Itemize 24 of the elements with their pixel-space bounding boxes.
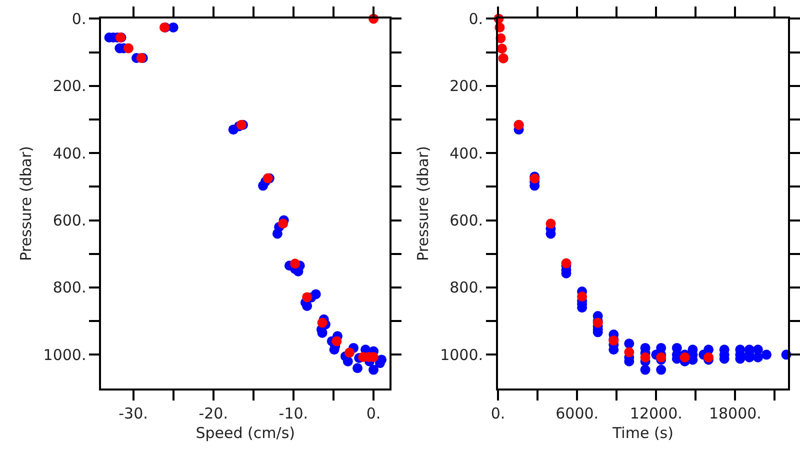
x-tick-label: 0.	[490, 404, 506, 422]
x-tick-label: 18000.	[708, 404, 762, 422]
x-axis-title: Time (s)	[611, 424, 674, 442]
x-axis-title: Speed (cm/s)	[196, 424, 296, 442]
y-tick-label: 200.	[450, 77, 484, 96]
y-axis-title: Pressure (dbar)	[414, 146, 432, 261]
y-tick-label: 800.	[52, 278, 86, 297]
y-tick-label: 1000.	[43, 346, 86, 364]
y-tick-label: 800.	[450, 278, 484, 297]
x-tick-label: -10.	[278, 404, 308, 422]
y-axis-title: Pressure (dbar)	[17, 146, 36, 261]
y-tick-label: 400.	[450, 144, 484, 162]
x-tick-label: -30.	[118, 404, 148, 422]
x-tick-label: 12000.	[630, 404, 682, 422]
y-tick-label: 200.	[52, 77, 86, 96]
x-tick-label: 0.	[366, 404, 381, 422]
y-tick-label: 600.	[52, 212, 86, 230]
y-tick-label: 400.	[52, 144, 86, 162]
x-tick-label: -20.	[198, 404, 228, 422]
x-tick-label: 6000.	[556, 404, 599, 422]
y-tick-label: 0.	[72, 10, 86, 28]
y-tick-label: 1000.	[440, 346, 484, 364]
y-tick-label: 0.	[468, 10, 484, 28]
y-tick-label: 600.	[450, 212, 484, 230]
